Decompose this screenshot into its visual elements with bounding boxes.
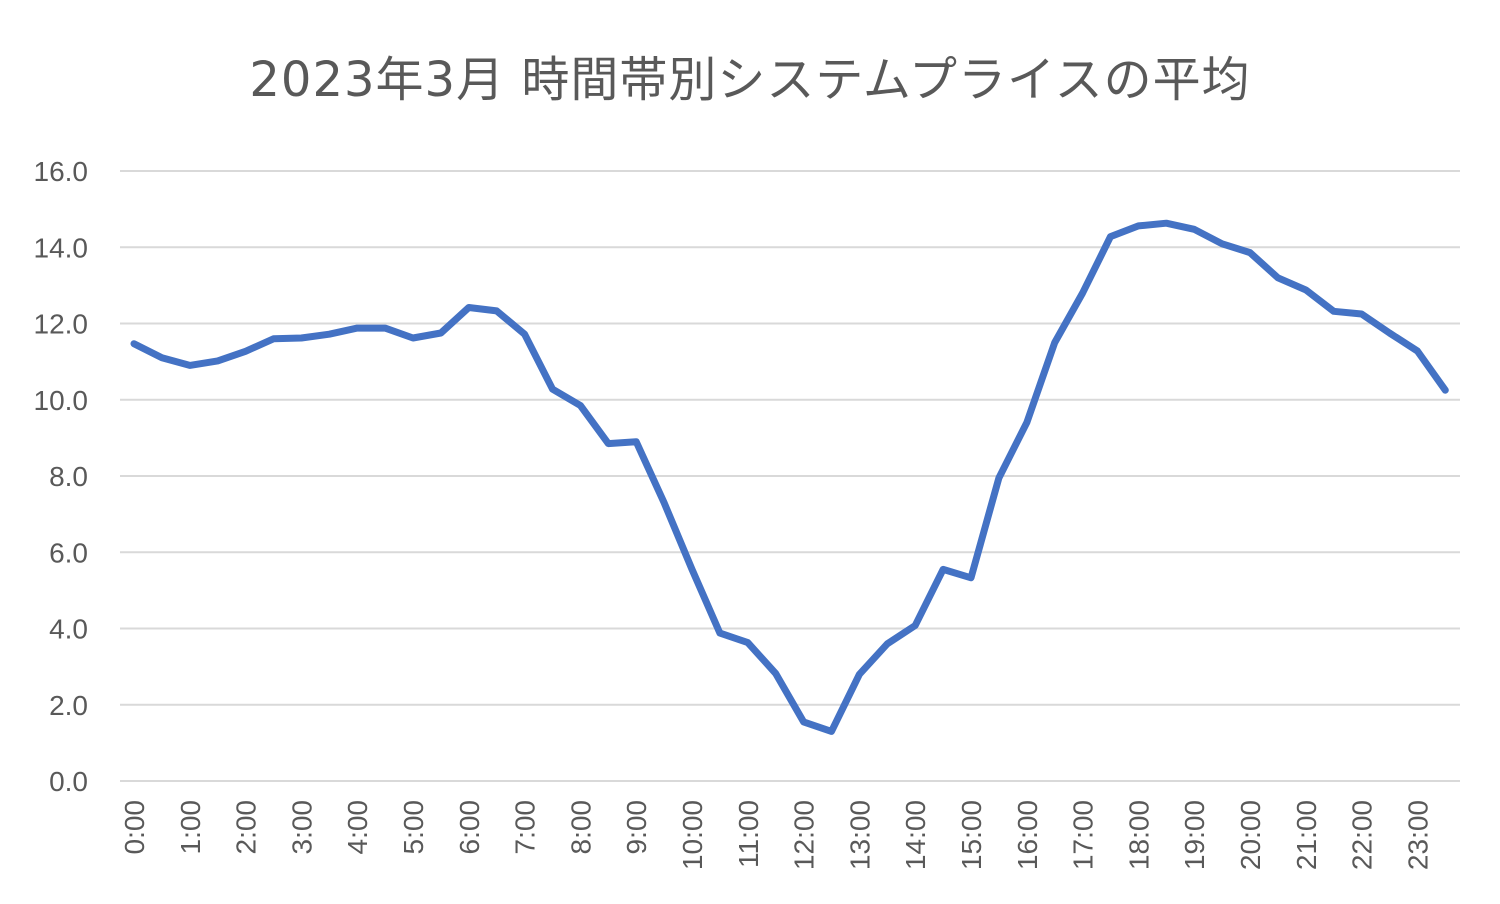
x-axis-tick-labels: 0:00 1:00 2:00 3:00 4:00 5:00 6:00 7:00 8:00 9:00… — [119, 800, 1433, 870]
x-tick-label: 22:00 — [1347, 800, 1378, 870]
x-tick-label: 3:00 — [286, 800, 317, 855]
x-tick-label: 5:00 — [398, 800, 429, 855]
y-tick-label: 16.0 — [34, 156, 89, 187]
x-tick-label: 15:00 — [956, 800, 987, 870]
x-tick-label: 16:00 — [1012, 800, 1043, 870]
y-tick-label: 8.0 — [49, 461, 88, 492]
x-tick-label: 21:00 — [1291, 800, 1322, 870]
x-tick-label: 17:00 — [1068, 800, 1099, 870]
x-tick-label: 4:00 — [342, 800, 373, 855]
x-tick-label: 8:00 — [565, 800, 596, 855]
x-tick-label: 10:00 — [677, 800, 708, 870]
chart-title: 2023年3月 時間帯別システムプライスの平均 — [249, 52, 1251, 108]
x-tick-label: 7:00 — [510, 800, 541, 855]
x-tick-label: 14:00 — [900, 800, 931, 870]
x-tick-label: 9:00 — [621, 800, 652, 855]
x-tick-label: 12:00 — [789, 800, 820, 870]
y-tick-label: 14.0 — [34, 232, 89, 263]
x-tick-label: 19:00 — [1179, 800, 1210, 870]
y-tick-label: 12.0 — [34, 309, 89, 340]
x-tick-label: 11:00 — [733, 800, 764, 868]
x-tick-label: 20:00 — [1235, 800, 1266, 870]
series-line-0 — [130, 219, 1449, 735]
x-tick-label: 23:00 — [1402, 800, 1433, 870]
y-tick-label: 10.0 — [34, 385, 89, 416]
y-tick-label: 2.0 — [49, 690, 88, 721]
series-group — [130, 219, 1449, 735]
x-tick-label: 1:00 — [175, 800, 206, 855]
x-tick-label: 6:00 — [454, 800, 485, 855]
y-tick-label: 0.0 — [49, 766, 88, 797]
y-tick-label: 6.0 — [49, 537, 88, 568]
y-axis-tick-labels: 0.0 2.0 4.0 6.0 8.0 10.0 12.0 14.0 16.0 — [34, 156, 89, 797]
y-tick-label: 4.0 — [49, 614, 88, 645]
x-tick-label: 13:00 — [844, 800, 875, 870]
x-tick-label: 0:00 — [119, 800, 150, 855]
x-tick-label: 2:00 — [231, 800, 262, 855]
x-tick-label: 18:00 — [1123, 800, 1154, 870]
